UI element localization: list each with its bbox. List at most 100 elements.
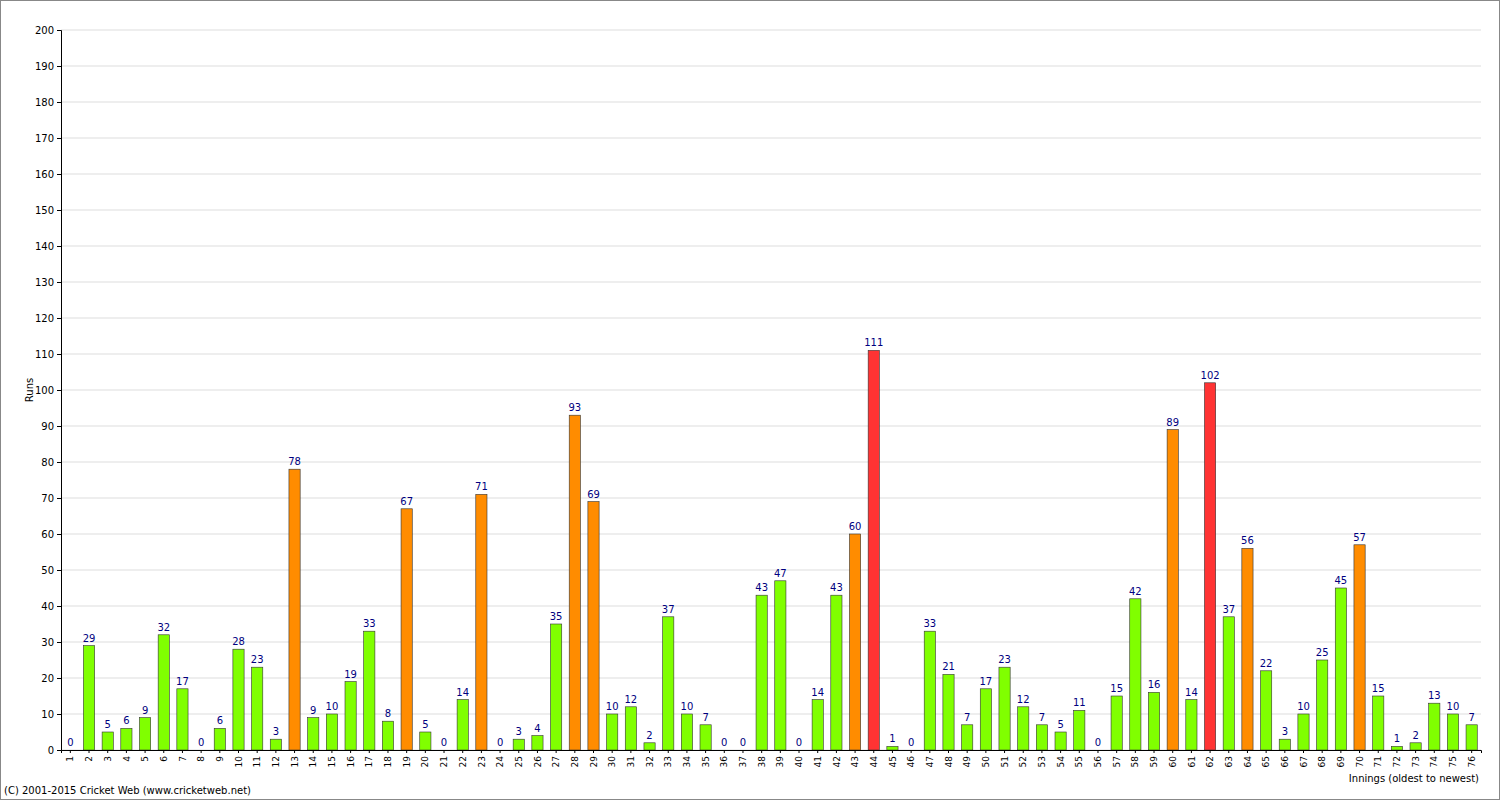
x-tick-label: 4 — [122, 756, 132, 762]
grid-line — [61, 246, 1481, 247]
data-label: 0 — [1095, 737, 1101, 748]
x-tick: 51 — [1000, 750, 1010, 767]
x-tick-mark — [817, 750, 818, 753]
bar — [607, 714, 618, 750]
bar — [494, 750, 505, 751]
bar — [1036, 725, 1047, 750]
x-tick-label: 61 — [1187, 756, 1197, 767]
x-tick-label: 21 — [439, 756, 449, 767]
x-tick: 33 — [663, 750, 673, 767]
y-tick-mark — [57, 318, 61, 319]
y-tick-mark — [57, 66, 61, 67]
x-tick: 74 — [1429, 750, 1439, 767]
y-tick-label: 190 — [35, 61, 54, 72]
x-tick: 5 — [140, 750, 150, 762]
x-tick-mark — [1340, 750, 1341, 753]
bar — [793, 750, 804, 751]
y-tick-label: 170 — [35, 133, 54, 144]
x-tick-mark — [686, 750, 687, 753]
x-tick-label: 67 — [1299, 756, 1309, 767]
x-tick-mark — [780, 750, 781, 753]
data-label: 14 — [1185, 687, 1198, 698]
y-tick-mark — [57, 426, 61, 427]
y-tick: 60 — [41, 529, 61, 540]
y-tick: 40 — [41, 601, 61, 612]
x-tick-label: 46 — [906, 756, 916, 768]
y-tick-mark — [57, 138, 61, 139]
bar — [569, 415, 580, 750]
data-label: 89 — [1166, 417, 1179, 428]
x-tick-label: 11 — [252, 756, 262, 767]
x-tick: 31 — [626, 750, 636, 767]
data-label: 7 — [964, 712, 970, 723]
x-tick: 75 — [1448, 750, 1458, 767]
x-tick-mark — [1191, 750, 1192, 753]
x-tick: 18 — [383, 750, 393, 767]
data-label: 15 — [1110, 683, 1123, 694]
x-tick: 62 — [1205, 750, 1215, 767]
x-tick-label: 26 — [533, 756, 543, 768]
x-tick-label: 7 — [178, 756, 188, 762]
data-label: 14 — [456, 687, 469, 698]
bar — [401, 509, 412, 750]
data-label: 9 — [142, 705, 148, 716]
x-tick: 42 — [832, 750, 842, 767]
y-tick: 180 — [35, 97, 61, 108]
x-tick: 17 — [364, 750, 374, 767]
x-tick-mark — [1434, 750, 1435, 753]
x-tick: 21 — [439, 750, 449, 767]
x-tick: 55 — [1074, 750, 1084, 767]
x-tick: 36 — [719, 750, 729, 767]
bar — [457, 700, 468, 750]
y-tick: 100 — [35, 385, 61, 396]
x-tick-mark — [1116, 750, 1117, 753]
data-label: 10 — [326, 701, 339, 712]
x-tick: 40 — [794, 750, 804, 767]
y-tick: 0 — [48, 745, 61, 756]
data-labels: 0295693217062823378910193386750147103435… — [67, 337, 1475, 748]
data-label: 0 — [721, 737, 727, 748]
x-tick-mark — [1359, 750, 1360, 753]
x-tick-label: 19 — [402, 756, 412, 768]
x-tick-label: 3 — [103, 756, 113, 762]
grid-line — [61, 318, 1481, 319]
x-tick-label: 1 — [65, 756, 75, 762]
data-label: 1 — [889, 733, 895, 744]
x-tick: 19 — [402, 750, 412, 767]
x-tick-mark — [126, 750, 127, 753]
data-label: 16 — [1148, 679, 1161, 690]
x-tick-mark — [1415, 750, 1416, 753]
data-label: 47 — [774, 568, 787, 579]
x-tick-label: 8 — [196, 756, 206, 762]
data-label: 69 — [587, 489, 600, 500]
bar — [943, 674, 954, 750]
bar — [121, 728, 132, 750]
x-tick-mark — [1471, 750, 1472, 753]
x-tick: 41 — [813, 750, 823, 767]
bar — [1018, 707, 1029, 750]
x-tick-label: 50 — [981, 756, 991, 768]
bar — [1298, 714, 1309, 750]
x-tick-mark — [219, 750, 220, 753]
x-tick: 37 — [738, 750, 748, 767]
data-label: 71 — [475, 481, 488, 492]
bar — [1373, 696, 1384, 750]
data-label: 22 — [1260, 658, 1273, 669]
x-tick-mark — [742, 750, 743, 753]
data-label: 8 — [385, 708, 391, 719]
x-tick-label: 62 — [1205, 756, 1215, 767]
x-tick-mark — [518, 750, 519, 753]
x-tick-label: 56 — [1093, 756, 1103, 768]
data-label: 6 — [217, 715, 223, 726]
bar — [1074, 710, 1085, 750]
bar — [1317, 660, 1328, 750]
x-tick: 6 — [159, 750, 169, 762]
x-tick: 20 — [420, 750, 430, 767]
x-tick-mark — [70, 750, 71, 753]
data-label: 7 — [1039, 712, 1045, 723]
x-tick-mark — [556, 750, 557, 753]
y-tick-label: 30 — [41, 637, 54, 648]
bar — [737, 750, 748, 751]
x-tick-mark — [855, 750, 856, 753]
x-tick-mark — [967, 750, 968, 753]
